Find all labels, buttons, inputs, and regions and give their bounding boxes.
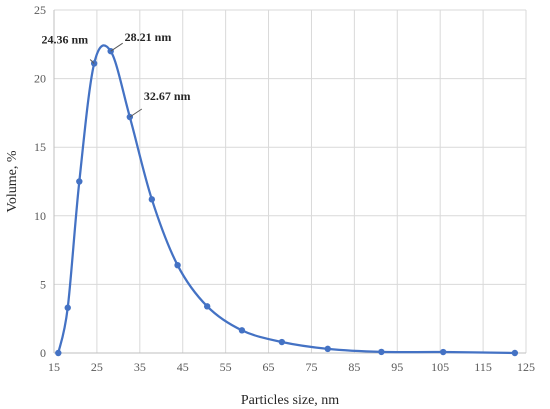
x-tick-label: 115	[474, 360, 492, 374]
data-point	[238, 327, 246, 334]
data-point	[55, 349, 62, 357]
y-axis-title: Volume, %	[5, 150, 20, 212]
x-tick-label: 95	[391, 360, 403, 374]
annotation-leader	[129, 108, 143, 118]
x-tick-label: 125	[517, 360, 535, 374]
data-point	[511, 349, 519, 357]
data-point	[76, 178, 83, 185]
gridlines	[54, 9, 527, 353]
x-tick-label: 55	[220, 360, 232, 374]
x-tick-label: 45	[177, 360, 189, 374]
annotation-label: 24.36 nm	[41, 33, 88, 47]
x-tick-label: 25	[91, 360, 103, 374]
y-tick-labels: 0 5 10 15 20 25	[34, 3, 46, 360]
annotations: 24.36 nm 28.21 nm 32.67 nm	[41, 30, 191, 118]
y-tick-label: 0	[40, 346, 46, 360]
data-point	[378, 348, 385, 356]
x-tick-label: 75	[305, 360, 317, 374]
axes	[53, 10, 526, 354]
data-point	[439, 348, 447, 356]
y-tick-label: 15	[34, 140, 46, 154]
data-point	[203, 303, 211, 310]
y-tick-label: 25	[34, 3, 46, 17]
x-tick-label: 65	[263, 360, 275, 374]
x-axis-title: Particles size, nm	[241, 393, 339, 408]
y-tick-label: 10	[34, 209, 46, 223]
x-tick-label: 15	[48, 360, 60, 374]
y-tick-label: 20	[34, 72, 46, 86]
data-point	[324, 345, 331, 353]
data-point	[64, 304, 71, 311]
annotation-label: 32.67 nm	[144, 89, 191, 103]
data-point	[126, 113, 134, 121]
x-tick-labels: 15 25 35 45 55 65 75 85 95 105 115 125	[48, 360, 535, 374]
x-tick-label: 105	[431, 360, 449, 374]
x-tick-label: 85	[348, 360, 360, 374]
series-group	[55, 44, 519, 357]
data-point	[148, 196, 156, 203]
series-line	[57, 44, 515, 355]
x-tick-label: 35	[134, 360, 146, 374]
data-point	[174, 261, 181, 269]
annotation-leader	[110, 42, 123, 52]
y-tick-label: 5	[40, 277, 46, 291]
annotation-leader	[89, 59, 95, 64]
data-point	[278, 338, 286, 346]
annotation-label: 28.21 nm	[125, 30, 172, 44]
